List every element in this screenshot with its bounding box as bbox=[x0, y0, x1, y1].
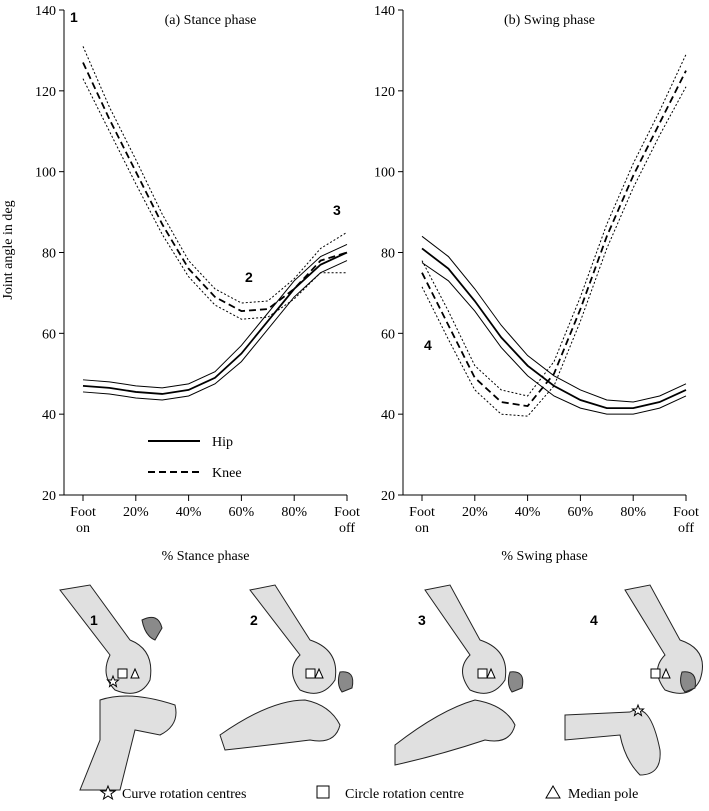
band-upper bbox=[82, 243, 348, 389]
illustration-1 bbox=[59, 584, 177, 791]
y-tick-label: 100 bbox=[35, 166, 56, 181]
x-tick-label-box: 80% bbox=[620, 505, 647, 520]
y-tick-label: 60 bbox=[42, 327, 56, 342]
x-tick-label: 40% bbox=[514, 505, 541, 520]
x-tick-label-box: Foot on bbox=[70, 505, 96, 536]
x-tick-label-box: Foot off bbox=[334, 505, 360, 536]
x-tick-label: Foot off bbox=[673, 505, 699, 536]
series-line bbox=[421, 70, 687, 408]
chart-title: (b) Swing phase bbox=[504, 13, 595, 28]
annotation: 4 bbox=[424, 337, 432, 353]
band-lower bbox=[82, 78, 347, 320]
legend-symbol bbox=[545, 785, 561, 799]
y-tick-label: 40 bbox=[42, 408, 56, 423]
x-tick-label: Foot on bbox=[409, 505, 435, 536]
annotation: 1 bbox=[70, 9, 78, 25]
illustration-label: 2 bbox=[250, 612, 258, 628]
x-tick-label: Foot off bbox=[334, 505, 360, 536]
x-axis-label: % Swing phase bbox=[501, 549, 587, 564]
illustration-4 bbox=[564, 584, 703, 776]
legend-label: Circle rotation centre bbox=[345, 787, 464, 802]
x-tick-label-box: 80% bbox=[281, 505, 308, 520]
band-upper bbox=[421, 54, 687, 397]
x-tick-label-box: 40% bbox=[175, 505, 202, 520]
x-tick-label-box: Foot on bbox=[409, 505, 435, 536]
y-tick-label: 80 bbox=[381, 247, 395, 262]
illustration-label: 1 bbox=[90, 612, 98, 628]
y-tick-label: 40 bbox=[381, 408, 395, 423]
illustration-2 bbox=[219, 584, 354, 751]
y-tick-label: 20 bbox=[42, 489, 56, 504]
y-tick-label: 140 bbox=[35, 4, 56, 19]
legend-label: Hip bbox=[212, 435, 233, 450]
annotation: 3 bbox=[333, 202, 341, 218]
illustration-label: 4 bbox=[590, 612, 598, 628]
series-line bbox=[421, 247, 687, 410]
illustration-label: 3 bbox=[418, 612, 426, 628]
legend-label: Median pole bbox=[568, 787, 638, 802]
x-tick-label-box: 20% bbox=[461, 505, 488, 520]
legend-symbol bbox=[316, 785, 330, 799]
series-line bbox=[82, 251, 348, 395]
x-tick-label: 40% bbox=[175, 505, 202, 520]
x-axis-label: % Stance phase bbox=[162, 549, 250, 564]
y-tick-label: 120 bbox=[374, 85, 395, 100]
band-upper bbox=[82, 46, 348, 304]
y-tick-label: 140 bbox=[374, 4, 395, 19]
x-tick-label-box: 60% bbox=[567, 505, 594, 520]
x-tick-label-box: Foot off bbox=[673, 505, 699, 536]
x-tick-label-box: 20% bbox=[122, 505, 149, 520]
chart-title: (a) Stance phase bbox=[165, 13, 257, 28]
legend-symbol bbox=[99, 784, 117, 801]
band-lower bbox=[421, 262, 687, 415]
y-tick-label: 100 bbox=[374, 166, 395, 181]
x-tick-label-box: 60% bbox=[228, 505, 255, 520]
x-tick-label: 20% bbox=[122, 505, 149, 520]
y-tick-label: 80 bbox=[42, 247, 56, 262]
y-axis-label: Joint angle in deg bbox=[1, 200, 16, 299]
x-tick-label: 20% bbox=[461, 505, 488, 520]
y-tick-label: 60 bbox=[381, 327, 395, 342]
band-upper bbox=[421, 235, 687, 403]
legend-label: Curve rotation centres bbox=[122, 787, 246, 802]
x-tick-label: Foot on bbox=[70, 505, 96, 536]
x-tick-label: 80% bbox=[620, 505, 647, 520]
series-line bbox=[82, 62, 348, 313]
y-tick-label: 20 bbox=[381, 489, 395, 504]
x-tick-label-box: 40% bbox=[514, 505, 541, 520]
band-lower bbox=[82, 260, 348, 401]
y-tick-label: 120 bbox=[35, 85, 56, 100]
annotation: 2 bbox=[245, 269, 253, 285]
illustration-3 bbox=[394, 584, 524, 766]
legend-label: Knee bbox=[212, 466, 242, 481]
x-tick-label: 60% bbox=[228, 505, 255, 520]
x-tick-label: 80% bbox=[281, 505, 308, 520]
band-lower bbox=[421, 86, 687, 417]
x-tick-label: 60% bbox=[567, 505, 594, 520]
